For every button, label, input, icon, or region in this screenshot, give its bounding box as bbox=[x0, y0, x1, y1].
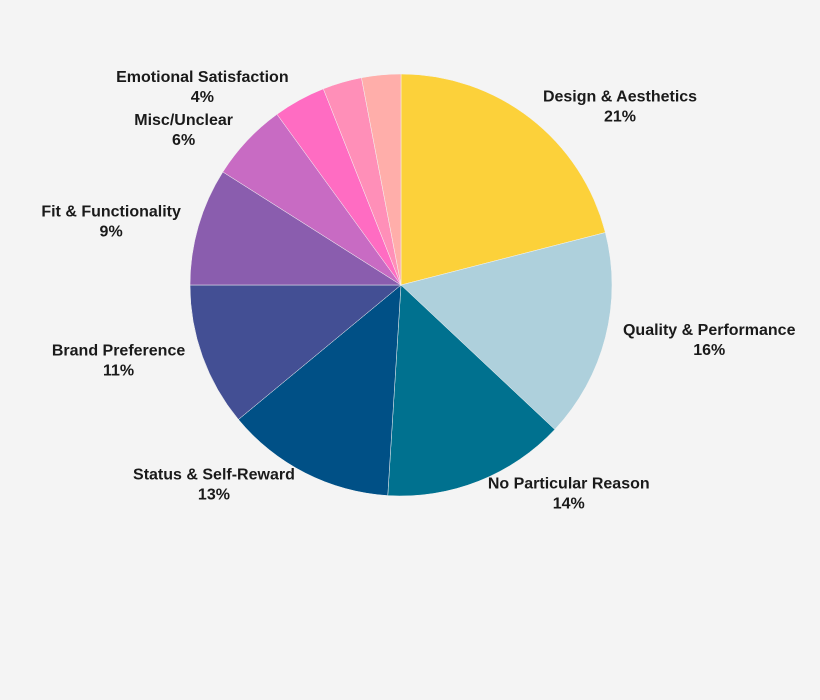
slice-value-label: 11% bbox=[103, 362, 134, 379]
slice-value-label: 21% bbox=[604, 108, 636, 125]
pie-slice bbox=[189, 284, 402, 420]
slice-label: Quality & Performance bbox=[623, 322, 796, 339]
pie-slice bbox=[400, 232, 613, 430]
pie-slice bbox=[189, 171, 402, 286]
pie-slice bbox=[387, 284, 556, 497]
slice-label: No Particular Reason bbox=[488, 475, 650, 492]
slice-value-label: 9% bbox=[100, 223, 123, 240]
slice-label: Emotional Satisfaction bbox=[116, 69, 288, 86]
slice-value-label: 16% bbox=[693, 342, 725, 359]
pie-slice bbox=[400, 73, 606, 286]
slice-label: Brand Preference bbox=[52, 342, 185, 359]
pie-slice bbox=[361, 73, 402, 286]
slice-value-label: 4% bbox=[191, 89, 214, 106]
slice-value-label: 13% bbox=[198, 487, 230, 504]
pie-slice bbox=[238, 284, 402, 496]
slice-label: Design & Aesthetics bbox=[543, 88, 697, 105]
slice-value-label: 14% bbox=[553, 495, 585, 512]
slice-label: Misc/Unclear bbox=[134, 112, 233, 129]
slice-label: Status & Self-Reward bbox=[133, 467, 295, 484]
slice-value-label: 6% bbox=[172, 132, 195, 149]
slice-label: Fit & Functionality bbox=[41, 203, 181, 220]
